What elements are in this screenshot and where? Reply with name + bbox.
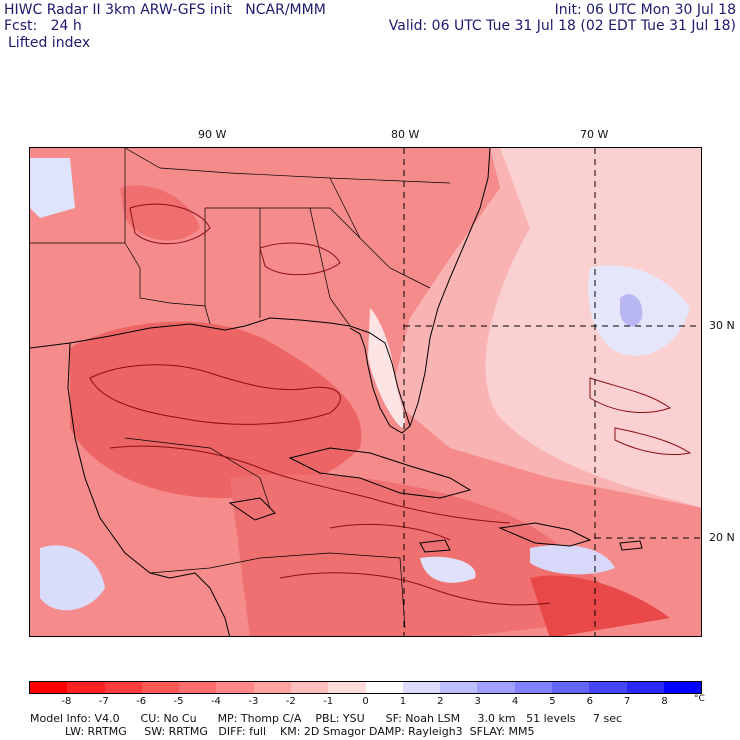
yucatan-outline xyxy=(228,497,276,521)
colorbar-cell xyxy=(663,682,702,693)
colorbar-cell xyxy=(328,682,366,693)
colorbar-tick-label: 2 xyxy=(437,696,444,707)
colorbar-cell xyxy=(626,682,664,693)
strong-unstable-patch xyxy=(530,575,670,636)
border-segment xyxy=(329,177,361,239)
lifted-index-map xyxy=(29,147,702,637)
stable-caribbean-patch xyxy=(420,556,476,583)
map-title: HIWC Radar II 3km ARW-GFS init NCAR/MMM xyxy=(4,2,326,18)
colorbar-cell xyxy=(551,682,590,693)
gulf-core-region xyxy=(70,321,362,499)
stable-southwest-patch xyxy=(40,545,105,611)
colorbar-cell xyxy=(365,682,403,693)
colorbar-cell xyxy=(589,682,627,693)
unstable-region xyxy=(30,148,701,636)
colorbar-tick-label: -6 xyxy=(136,696,147,707)
valid-time: Valid: 06 UTC Tue 31 Jul 18 (02 EDT Tue … xyxy=(388,18,736,34)
colorbar-tick-label: -3 xyxy=(248,696,259,707)
colorbar-cell xyxy=(141,682,180,693)
coastlines xyxy=(30,148,643,636)
colorbar-cell xyxy=(216,682,254,693)
atlantic-coast-line xyxy=(409,148,491,427)
colorbar-cell xyxy=(514,682,552,693)
colorbar-cell xyxy=(67,682,105,693)
contour-line xyxy=(279,572,551,606)
hispaniola-outline xyxy=(498,522,592,547)
colorbar-tick-label: 4 xyxy=(511,696,519,707)
colorbar-tick-label: -2 xyxy=(285,696,296,707)
colorbar-tick-label: 0 xyxy=(362,696,369,707)
longitude-label-80w: 80 W xyxy=(391,128,420,141)
forecast-hour: Fcst: 24 h xyxy=(4,18,82,34)
contour-line xyxy=(89,364,341,425)
inland-unstable-patch xyxy=(120,185,200,241)
mexico-coast-line xyxy=(67,342,231,636)
colorbar-tick-label: 7 xyxy=(624,696,631,707)
longitude-label-70w: 70 W xyxy=(580,128,609,141)
colorbar-tick-label: -8 xyxy=(61,696,72,707)
border-segment xyxy=(124,437,271,509)
gulf-coast-line xyxy=(30,317,411,434)
colorbar-cell xyxy=(253,682,291,693)
model-info-line-1: Model Info: V4.0 CU: No Cu MP: Thomp C/A… xyxy=(30,712,623,725)
state-borders xyxy=(30,148,451,629)
colorbar-tick-label: -4 xyxy=(210,696,221,707)
colorbar-labels: -8 -7 -6 -5 -4 -3 -2 -1 0 1 2 3 4 5 6 7 8 xyxy=(29,696,719,710)
border-segment xyxy=(124,148,451,184)
stable-hispaniola-patch xyxy=(530,544,615,575)
caribbean-region xyxy=(230,474,630,636)
graticule xyxy=(403,148,701,636)
colorbar-cell xyxy=(179,682,217,693)
colorbar-tick-label: 1 xyxy=(399,696,407,707)
contour-line xyxy=(329,523,451,541)
colorbar-tick-label: -7 xyxy=(98,696,109,707)
colorbar-tick-label: -5 xyxy=(173,696,184,707)
field-name: Lifted index xyxy=(8,35,91,51)
colorbar-tick-label: 6 xyxy=(586,696,594,707)
colorbar-cell xyxy=(104,682,142,693)
puerto-rico-outline xyxy=(619,540,643,551)
colorbar xyxy=(29,681,702,694)
colorbar-tick-label: 3 xyxy=(474,696,481,707)
jamaica-outline xyxy=(419,539,451,553)
colorbar-cell xyxy=(477,682,515,693)
border-segment xyxy=(309,207,351,327)
latitude-label-30n: 30 N xyxy=(709,319,735,332)
map-canvas xyxy=(30,148,701,636)
colorbar-cell xyxy=(402,682,441,693)
contour-line xyxy=(614,427,692,456)
colorbar-tick-label: -1 xyxy=(323,696,334,707)
longitude-label-90w: 90 W xyxy=(198,128,227,141)
contour-line xyxy=(129,203,211,245)
stable-northwest-patch xyxy=(30,158,75,218)
colorbar-cell xyxy=(290,682,329,693)
colorbar-cell xyxy=(30,682,68,693)
border-segment xyxy=(124,242,211,325)
init-time: Init: 06 UTC Mon 30 Jul 18 xyxy=(554,2,736,18)
colorbar-cell xyxy=(440,682,478,693)
stable-blue-core xyxy=(620,294,643,327)
atlantic-stable-region xyxy=(485,148,701,508)
colorbar-tick-label: 5 xyxy=(549,696,556,707)
lifted-index-contours xyxy=(89,203,692,606)
cuba-outline xyxy=(288,447,472,499)
contour-line xyxy=(109,445,511,524)
colorbar-tick-label: 8 xyxy=(661,696,668,707)
latitude-label-20n: 20 N xyxy=(709,531,735,544)
border-segment xyxy=(149,552,406,629)
contour-line xyxy=(589,377,672,414)
model-info-line-2: LW: RRTMG SW: RRTMG DIFF: full KM: 2D Sm… xyxy=(30,725,535,738)
contour-line xyxy=(259,242,341,276)
colorbar-unit: °C xyxy=(694,694,705,704)
